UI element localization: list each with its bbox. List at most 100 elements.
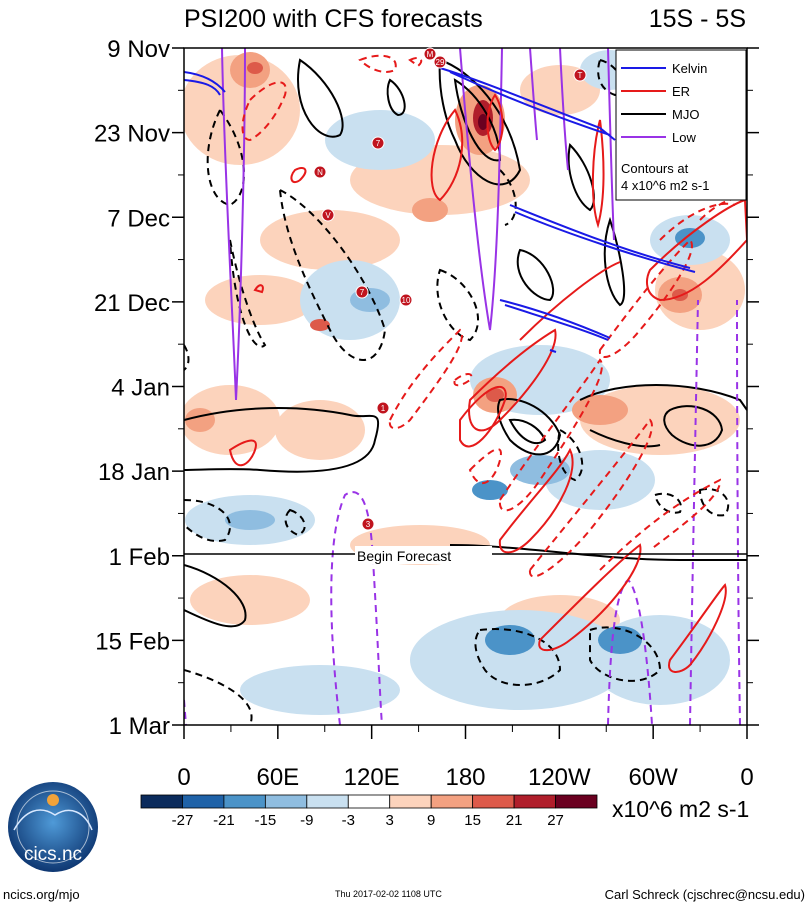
storm-marker-icon [361,517,375,531]
colorbar-label: 3 [386,812,394,829]
mjo-contour [184,407,380,473]
x-tick-label: 180 [445,764,485,791]
er-contours [228,93,747,673]
storm-marker-label: 10 [402,296,411,305]
y-tick-label: 23 Nov [94,121,170,148]
colorbar-label: -9 [300,812,313,829]
kelvin-contours [184,67,696,353]
footer-right: Carl Schreck (cjschrec@ncsu.edu) [605,887,805,902]
mjo-contour [184,564,247,628]
kelvin-contour [184,71,226,96]
legend-note-2: 4 x10^6 m2 s-1 [621,178,709,193]
storm-marker: 7 [371,136,385,150]
low-contour [459,48,503,331]
legend-note-1: Contours at [621,161,689,176]
colorbar-swatch [513,794,556,809]
logo-circle [8,782,98,872]
colorbar-swatch [555,794,598,809]
colorbar-swatch [182,794,225,809]
mjo-contour [474,628,562,686]
region-label: 15S - 5S [649,5,746,33]
storm-marker-icon [321,208,335,222]
colorbar-label: -3 [342,812,355,829]
kelvin-contour [499,299,611,341]
legend: Kelvin ER MJO Low Contours at 4 x10^6 m2 s-… [615,49,747,201]
shading-blob [190,575,310,625]
shading-blob [225,510,275,530]
colorbar-units: x10^6 m2 s-1 [612,796,749,822]
shading-blob [675,228,705,248]
legend-label: Low [672,130,696,145]
storm-marker-icon [399,293,413,307]
x-tick-label: 60E [256,764,299,791]
shading-blob [205,275,315,325]
shading-blob [598,626,642,654]
colorbar-swatch [306,794,349,809]
y-tick-label: 9 Nov [107,36,170,63]
er-contour [538,543,642,652]
x-tick-label: 60W [628,764,678,791]
shading-blob [412,198,448,222]
legend-label: MJO [672,107,699,122]
er-contour [599,478,722,571]
mjo-contour [229,239,267,348]
logo-text: cics.nc [24,844,82,865]
storm-marker-icon [376,401,390,415]
y-axis: 9 Nov 23 Nov 7 Dec 21 Dec 4 Jan 18 Jan 1 Feb 15… [94,36,759,740]
x-tick-label: 120W [528,764,591,791]
logo-inner-ring [16,790,90,864]
er-contour [358,54,397,73]
low-contour [221,48,246,401]
footer-center: Thu 2017-02-02 1108 UTC [335,889,442,899]
colorbar-swatch [430,794,474,809]
mjo-contour [184,669,253,725]
storm-marker-icon [313,165,327,179]
legend-box [615,49,747,201]
mjo-contour [653,492,682,514]
cics-logo: cics.nc [8,782,98,872]
mjo-contour [386,78,406,117]
shading-blob [275,400,365,460]
storm-marker: 7 [355,285,369,299]
colorbar-label: -21 [213,812,235,829]
colorbar-swatch [472,794,515,809]
storm-marker-icon [355,285,369,299]
storm-marker: V [321,208,335,222]
x-tick-label: 120E [344,764,400,791]
y-tick-label: 1 Mar [109,713,170,740]
y-tick-label: 18 Jan [98,459,170,486]
er-contour [528,418,653,578]
shading-blob [478,114,488,130]
colorbar-label: -15 [255,812,277,829]
legend-label: ER [672,84,690,99]
mjo-contour [184,344,190,371]
storm-marker-icon [371,136,385,150]
y-tick-label: 7 Dec [107,205,170,232]
shading-blob [310,319,330,331]
storm-marker-label: M [427,50,434,59]
shading-blob [247,62,263,74]
shading-blob [572,395,628,425]
x-tick-label: 0 [177,764,190,791]
shading-blob [510,455,570,485]
er-contour [646,198,747,302]
colorbar-label: 21 [506,812,523,829]
er-contour [408,56,423,68]
mjo-contour [284,508,306,537]
x-tick-label: 0 [740,764,753,791]
er-contour [388,328,463,430]
storm-marker-label: 7 [360,288,365,297]
mjo-contour [597,58,624,97]
forecast-label-bg [355,546,492,564]
kelvin-contour [549,349,557,353]
footer-left: ncics.org/mjo [3,887,80,902]
storm-marker-icon [573,68,587,82]
y-tick-label: 21 Dec [94,290,170,317]
er-contour [486,93,504,152]
er-contour [459,385,507,448]
mjo-contour [589,626,662,682]
er-dashed-contours [241,54,747,578]
logo-wave [13,809,93,831]
legend-label: Kelvin [672,61,707,76]
